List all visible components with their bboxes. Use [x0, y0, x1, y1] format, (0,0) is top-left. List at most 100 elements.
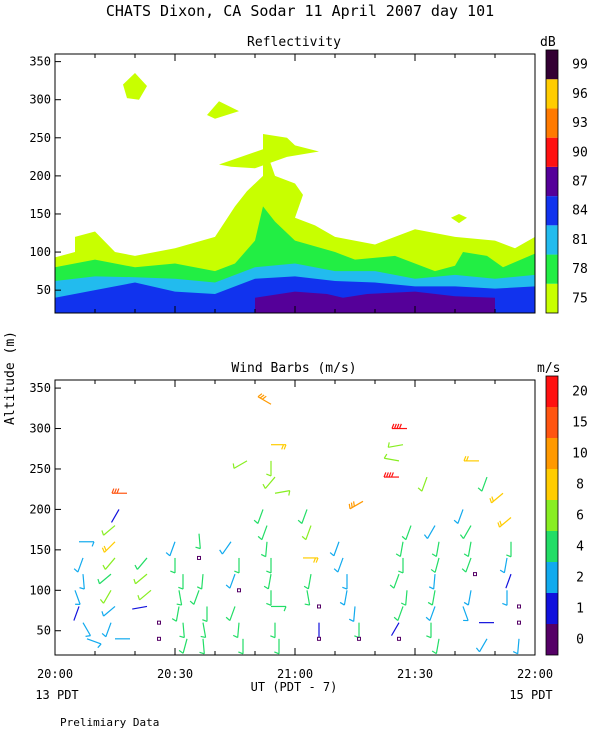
wind-barb	[226, 606, 235, 620]
plot-frame	[55, 380, 535, 655]
reflectivity-contours	[55, 73, 535, 313]
wind-barb	[392, 424, 407, 429]
figure-title: CHATS Dixon, CA Sodar 11 April 2007 day …	[106, 2, 494, 20]
colorbar-label: 1	[576, 602, 584, 617]
wind-barbs-title: Wind Barbs (m/s)	[231, 361, 356, 376]
wind-barb	[432, 542, 439, 557]
y-tick-label: 300	[29, 422, 51, 436]
wind-barb	[274, 639, 279, 654]
x-axis-start-label: 13 PDT	[35, 688, 78, 702]
wind-barb	[98, 574, 111, 584]
wind-barb	[258, 394, 271, 405]
y-axis-label: Altitude (m)	[3, 331, 18, 425]
wind-barb	[190, 590, 199, 604]
wind-barb	[170, 558, 175, 573]
colorbar-label: 8	[576, 478, 584, 493]
reflectivity-colorbar-unit: dB	[540, 35, 556, 50]
wind-barb	[392, 623, 400, 636]
wind-barb	[340, 590, 347, 605]
contour-island-75	[123, 73, 147, 100]
colorbar-segment	[546, 167, 558, 196]
wind-barb	[429, 574, 435, 589]
wind-barb	[264, 574, 271, 589]
colorbar-segment	[546, 79, 558, 108]
wind-barb	[513, 639, 519, 654]
calm-marker	[318, 605, 321, 608]
wind-barb	[197, 574, 203, 589]
wind-barb	[80, 574, 85, 589]
wind-barb	[233, 623, 239, 638]
colorbar-segment	[546, 50, 558, 79]
wind-barb	[500, 558, 507, 573]
wind-barb	[464, 542, 471, 557]
colorbar-segment	[546, 225, 558, 254]
x-axis-label: UT (PDT - 7)	[251, 680, 338, 694]
colorbar-label: 99	[572, 58, 588, 73]
wind-barb	[233, 461, 247, 469]
wind-barb	[102, 606, 115, 616]
wind-barb	[202, 606, 207, 621]
wind-barb	[201, 623, 206, 638]
wind-barb	[464, 590, 471, 605]
wind-barb	[426, 606, 435, 620]
wind-barb	[134, 574, 147, 584]
wind-speed-colorbar-unit: m/s	[537, 361, 560, 376]
wind-barb	[498, 518, 511, 528]
x-tick-label: 21:30	[397, 667, 433, 681]
wind-barbs	[74, 394, 521, 654]
colorbar-label: 0	[576, 633, 584, 648]
y-tick-label: 150	[29, 543, 51, 557]
wind-barb	[502, 590, 507, 605]
colorbar-segment	[546, 255, 558, 284]
wind-barb	[342, 574, 347, 589]
y-tick-label: 200	[29, 169, 51, 183]
wind-barb	[275, 491, 290, 496]
y-tick-label: 50	[37, 283, 51, 297]
wind-barb	[135, 558, 147, 569]
colorbar-label: 20	[572, 385, 588, 400]
wind-barb	[166, 542, 175, 556]
colorbar-segment	[546, 138, 558, 167]
contour-island-75	[451, 214, 467, 223]
wind-barb	[398, 558, 403, 573]
wind-barb	[349, 501, 363, 509]
wind-barb	[462, 558, 471, 572]
colorbar-label: 75	[572, 291, 588, 306]
calm-marker	[318, 637, 321, 640]
colorbar-segment	[546, 624, 558, 655]
wind-barb	[238, 639, 243, 654]
colorbar-label: 6	[576, 509, 584, 524]
wind-barb	[304, 574, 311, 589]
wind-barb	[266, 558, 271, 573]
x-tick-label: 20:30	[157, 667, 193, 681]
wind-barb	[384, 472, 399, 477]
reflectivity-title: Reflectivity	[247, 35, 341, 50]
colorbar-segment	[546, 531, 558, 562]
footnote: Prelimiary Data	[60, 716, 159, 729]
wind-barb	[463, 606, 468, 620]
colorbar-label: 96	[572, 87, 588, 102]
y-tick-label: 50	[37, 624, 51, 638]
y-tick-label: 150	[29, 207, 51, 221]
wind-barb	[401, 590, 407, 605]
y-tick-label: 100	[29, 583, 51, 597]
wind-barb	[177, 590, 182, 605]
wind-barb	[428, 590, 435, 605]
x-tick-label: 21:00	[277, 667, 313, 681]
colorbar-segment	[546, 562, 558, 593]
colorbar-label: 78	[572, 262, 588, 277]
wind-barb	[330, 542, 339, 556]
colorbar-segment	[546, 376, 558, 407]
x-tick-label: 20:00	[37, 667, 73, 681]
wind-barb	[102, 526, 115, 536]
wind-barb	[388, 442, 403, 447]
y-tick-label: 200	[29, 502, 51, 516]
colorbar-segment	[546, 407, 558, 438]
contour-island-75	[219, 134, 319, 168]
